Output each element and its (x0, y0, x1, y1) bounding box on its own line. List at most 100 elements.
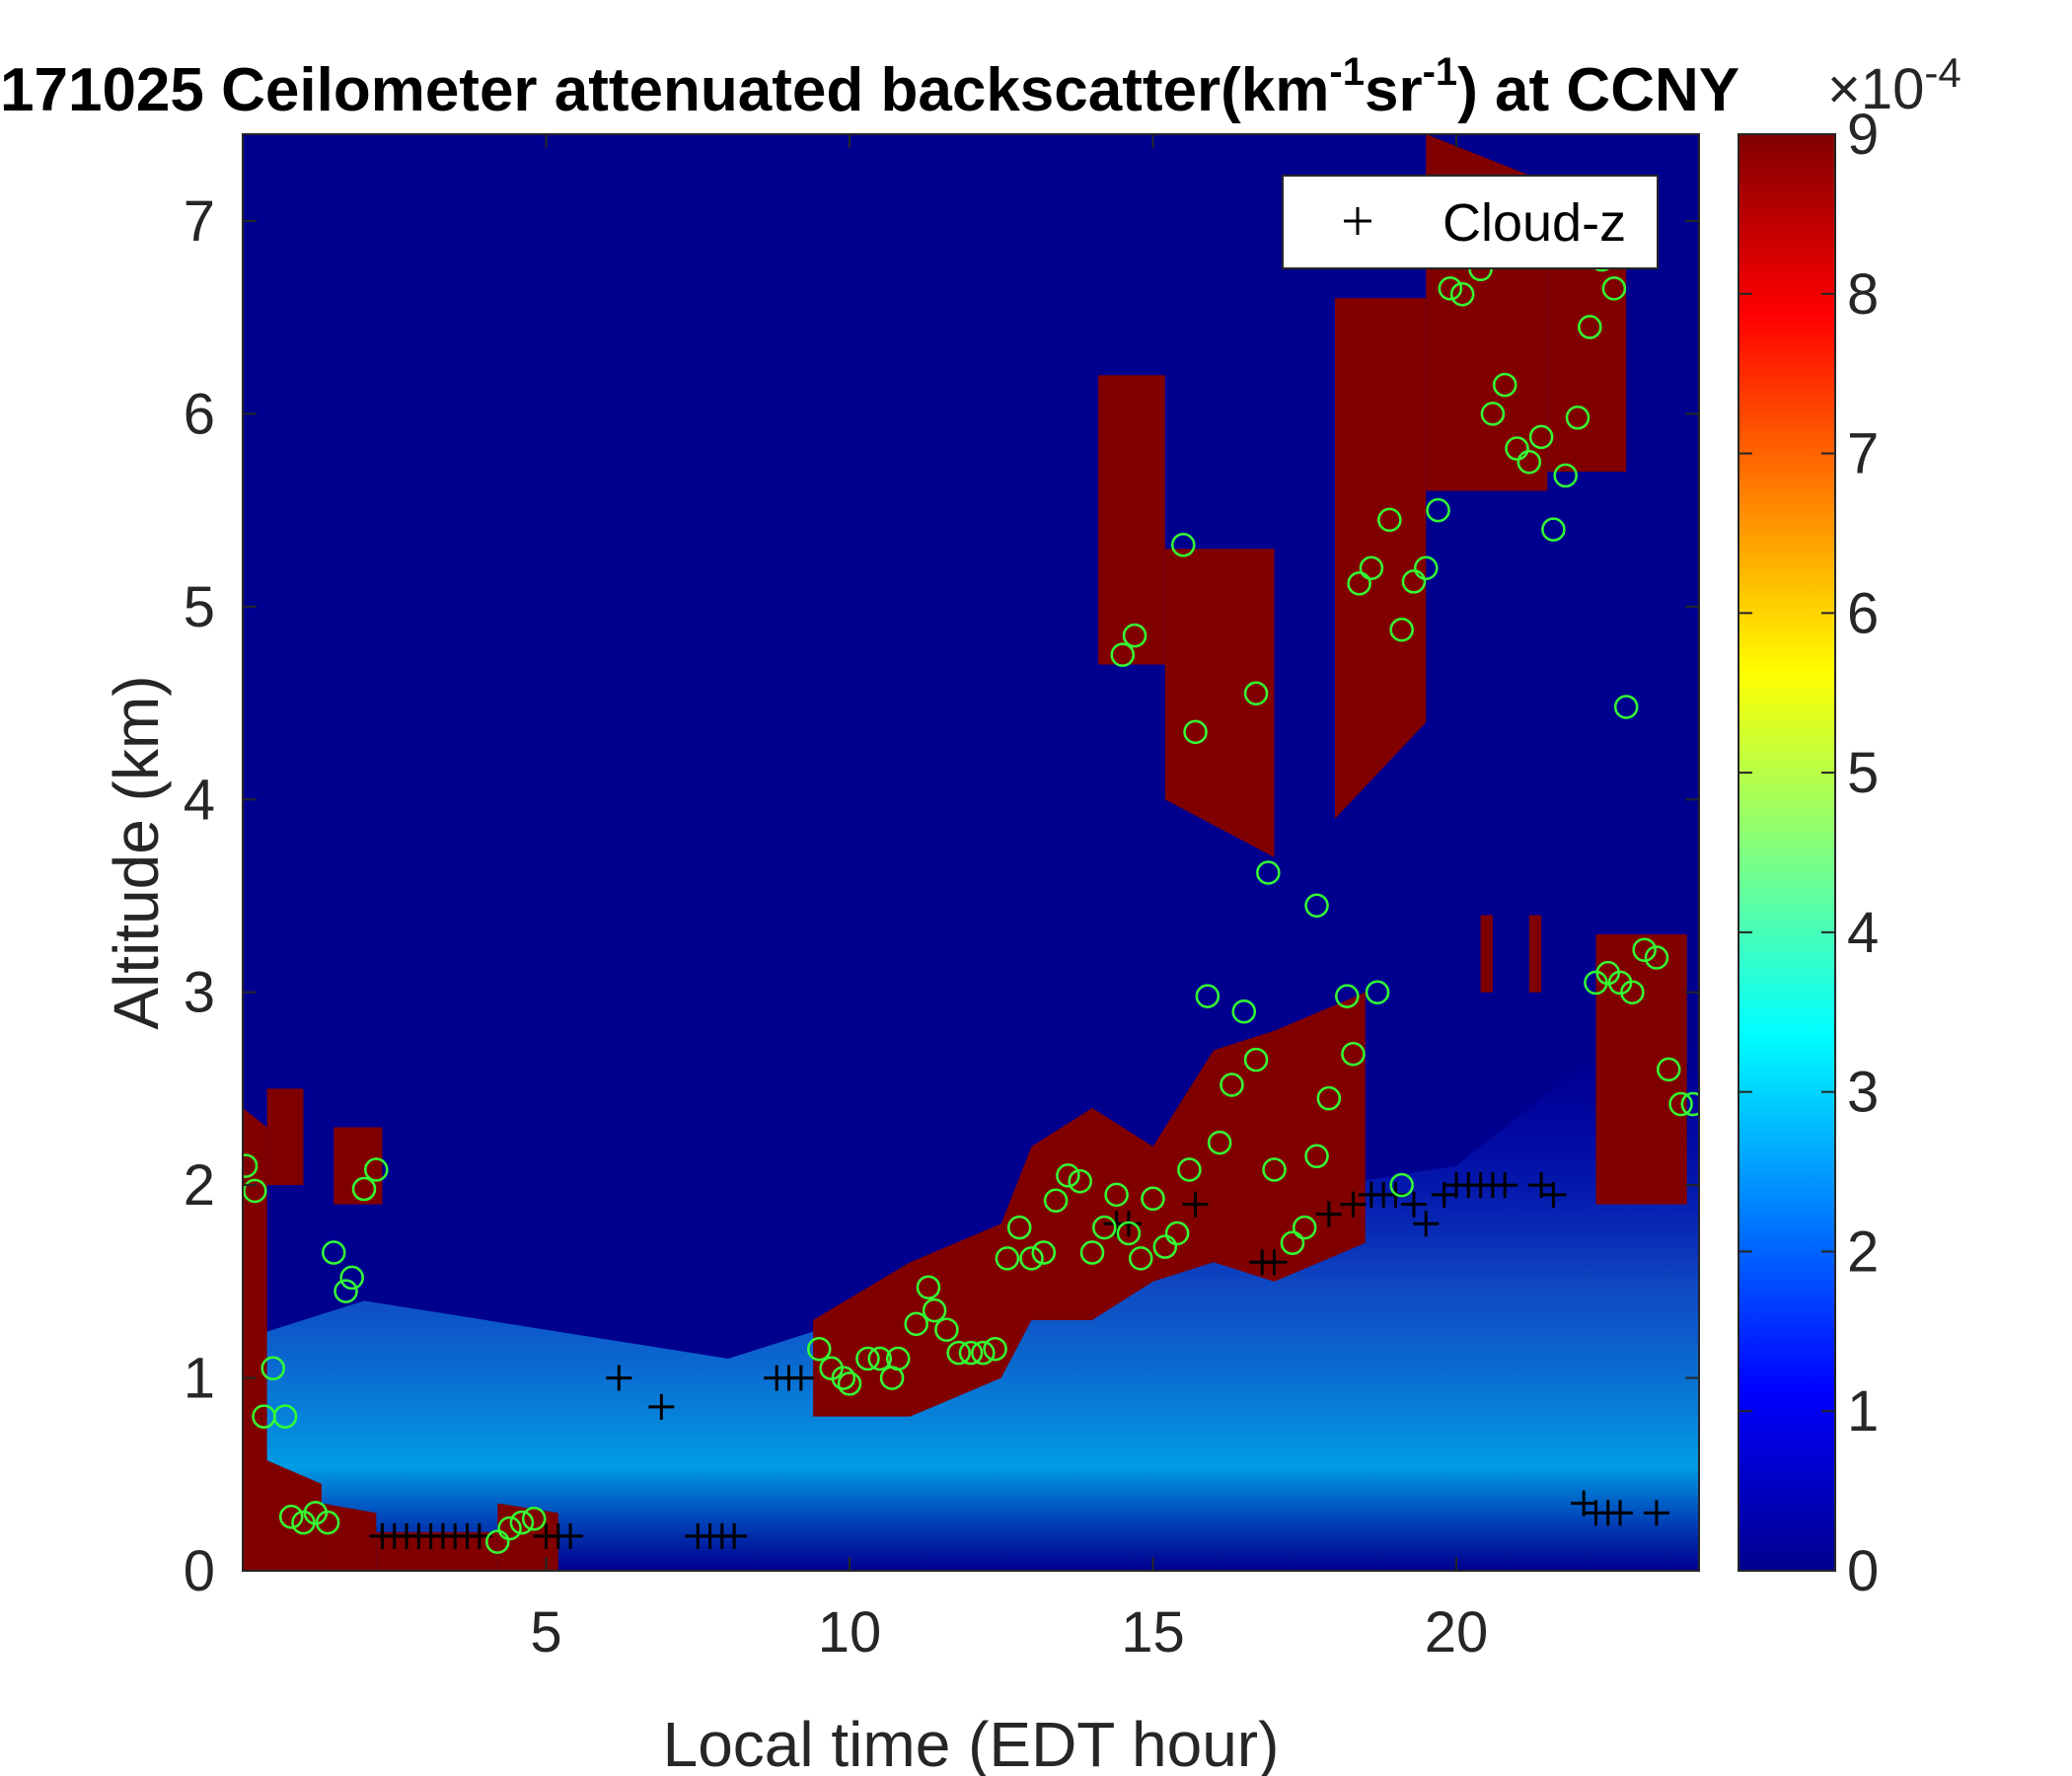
saturated-backscatter-layer (1595, 934, 1687, 1205)
green-circle-marker (904, 1311, 928, 1337)
green-circle-marker (867, 1346, 892, 1371)
saturated-backscatter-layer (1528, 915, 1542, 993)
saturated-backscatter-layer (255, 1454, 322, 1571)
green-circle-marker (272, 1404, 298, 1429)
green-circle-marker (1116, 1221, 1142, 1246)
y-tick-label: 0 (184, 1539, 215, 1603)
green-circle-marker (1492, 372, 1517, 398)
cloud-z-marker (1182, 1191, 1209, 1218)
green-circle-marker (1171, 533, 1196, 557)
x-tick-label: 15 (1121, 1600, 1185, 1665)
green-circle-marker (1141, 1186, 1165, 1212)
cloud-z-marker (1261, 1249, 1288, 1276)
green-circle-marker (1183, 719, 1208, 745)
saturated-backscatter-layer (813, 992, 1366, 1417)
green-circle-marker (1195, 984, 1221, 1008)
green-circle-marker (958, 1340, 984, 1366)
green-circle-marker (1122, 623, 1147, 648)
green-circle-marker (885, 1346, 911, 1371)
legend-marker (1344, 207, 1371, 235)
green-circle-marker (521, 1506, 547, 1531)
green-circle-marker (339, 1265, 364, 1291)
colorbar-tick-label: 8 (1847, 262, 1879, 327)
green-circle-marker (1068, 1168, 1092, 1194)
green-circle-marker (315, 1510, 340, 1535)
green-circle-marker (260, 1356, 285, 1381)
colorbar: 0 1 2 3 4 5 6 7 8 9 ×10-4 (1738, 49, 1961, 1603)
green-circle-marker (1335, 984, 1360, 1008)
saturated-backscatter-layer (497, 1503, 558, 1571)
green-circle-marker (1601, 276, 1627, 301)
saturated-backscatter-layer (243, 1107, 267, 1571)
green-circle-marker (1657, 1057, 1681, 1082)
green-circle-marker (1359, 555, 1384, 580)
y-axis-label: Altitude (km) (101, 675, 172, 1029)
green-circle-marker (1280, 1230, 1305, 1256)
green-circle-marker (1293, 1215, 1317, 1240)
green-circle-marker (1019, 1246, 1044, 1271)
green-circle-marker (1243, 1047, 1269, 1073)
green-circle-marker (1426, 497, 1450, 523)
cloud-z-marker (1413, 1211, 1440, 1237)
green-circle-marker (971, 1340, 996, 1366)
colorbar-exponent: ×10-4 (1827, 49, 1961, 121)
green-circle-marker (1480, 402, 1506, 426)
green-circle-marker (1668, 1091, 1693, 1117)
y-tick-label: 7 (184, 189, 215, 254)
green-circle-marker (1128, 1246, 1153, 1271)
green-circle-marker (1528, 424, 1554, 450)
green-circle-marker (1316, 1085, 1342, 1111)
green-circle-marker (1389, 1172, 1414, 1198)
green-circle-marker (1177, 1157, 1202, 1182)
cloud-z-marker (1400, 1191, 1427, 1218)
cloud-z-marker (1607, 1500, 1634, 1526)
colorbar-gradient (1738, 133, 1836, 1572)
green-circle-marker (1505, 436, 1529, 461)
colorbar-tick-label: 0 (1847, 1539, 1879, 1603)
plot-frame (242, 133, 1700, 1572)
green-circle-marker (1304, 893, 1329, 918)
green-circle-marker (1541, 517, 1566, 542)
green-circle-marker (1389, 618, 1414, 642)
green-circle-marker (922, 1297, 947, 1323)
green-circle-marker (946, 1340, 971, 1366)
green-circle-marker (1365, 980, 1390, 1004)
colorbar-tick-label: 1 (1847, 1379, 1879, 1443)
saturated-backscatter-layer (1164, 549, 1275, 857)
green-circle-marker (1104, 1182, 1129, 1208)
green-circle-marker (351, 1176, 377, 1202)
green-circle-marker (1220, 1073, 1244, 1097)
x-axis-ticks: 5 10 15 20 (530, 134, 1488, 1665)
green-circle-marker (1517, 449, 1542, 475)
colorbar-tick-label: 2 (1847, 1220, 1879, 1284)
green-circle-marker (243, 1178, 267, 1204)
green-circle-marker (1578, 315, 1602, 339)
green-circle-marker (509, 1510, 535, 1535)
green-circle-marker (1110, 642, 1135, 667)
saturated-backscatter-layer (333, 1127, 383, 1205)
plot-area (242, 133, 1700, 1572)
green-circle-marker (855, 1346, 880, 1371)
cloud-z-marker (721, 1522, 748, 1549)
saturated-backscatter-layer (1098, 375, 1165, 665)
x-tick-label: 20 (1425, 1600, 1489, 1665)
green-circle-marker (1401, 569, 1427, 594)
colorbar-tick-label: 4 (1847, 901, 1879, 965)
saturated-backscatter-layer (1480, 915, 1493, 993)
x-tick-label: 10 (818, 1600, 882, 1665)
green-circle-marker (1262, 1157, 1287, 1182)
green-circle-marker (1680, 1091, 1699, 1117)
green-circle-marker (1243, 681, 1269, 706)
saturated-backscatter-layer (266, 1088, 304, 1186)
cloud-z-marker (1492, 1172, 1518, 1199)
green-circle-marker (1043, 1188, 1069, 1214)
legend: Cloud-z (1282, 175, 1659, 269)
legend-label: Cloud-z (1443, 193, 1626, 253)
cloud-z-marker (1643, 1500, 1669, 1526)
green-circle-marker (1553, 463, 1578, 488)
green-circle-marker (831, 1366, 856, 1390)
y-axis-ticks: 0 1 2 3 4 5 6 7 (184, 189, 1699, 1603)
green-circle-marker (1613, 695, 1639, 719)
green-circle-marker (1449, 281, 1475, 307)
marker-layer (243, 247, 1699, 1554)
